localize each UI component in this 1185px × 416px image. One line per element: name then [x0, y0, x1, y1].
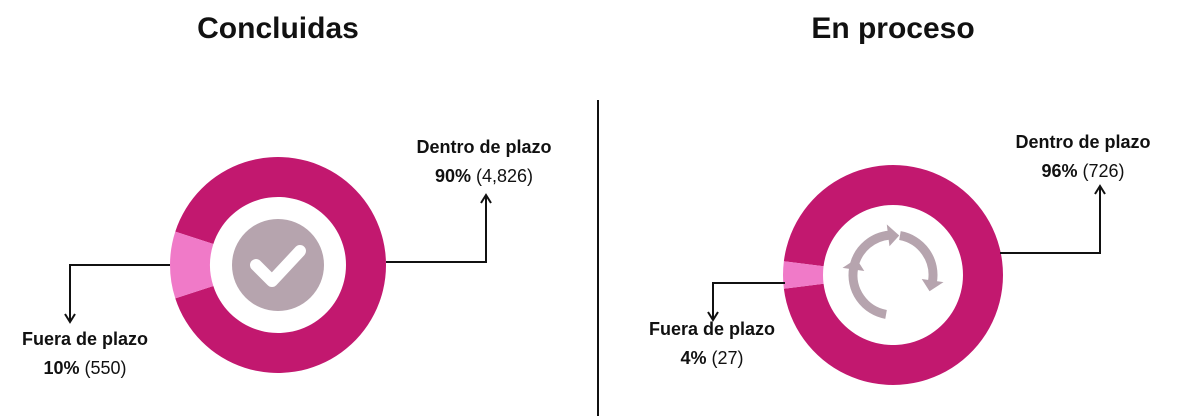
cycle-arrow-head	[842, 258, 865, 271]
arrow-head	[707, 311, 719, 322]
percent-label: 4%	[680, 348, 706, 368]
cycle-arc	[848, 267, 888, 319]
category-label: Fuera de plazo	[22, 329, 148, 349]
check-mark	[250, 245, 306, 287]
donut-segment	[782, 261, 824, 289]
donut-segment	[783, 165, 1003, 386]
count-label: (726)	[1083, 161, 1125, 181]
value-label: 10% (550)	[43, 358, 126, 378]
leader-line	[712, 282, 785, 320]
percent-label: 10%	[43, 358, 79, 378]
check-badge	[232, 219, 324, 311]
cycle-arrow-head	[921, 279, 944, 292]
value-label: 90% (4,826)	[435, 166, 533, 186]
arrow-head	[64, 313, 76, 324]
category-label: Fuera de plazo	[649, 319, 775, 339]
category-label: Dentro de plazo	[1015, 132, 1150, 152]
count-label: (550)	[85, 358, 127, 378]
cycle-arrow-head	[886, 224, 900, 247]
percent-label: 90%	[435, 166, 471, 186]
donut-segment	[169, 231, 214, 299]
count-label: (4,826)	[476, 166, 533, 186]
count-label: (27)	[712, 348, 744, 368]
chart-title: Concluidas	[197, 12, 359, 45]
arrow-head	[480, 193, 492, 204]
value-label: 4% (27)	[680, 348, 743, 368]
cycle-arc	[850, 230, 891, 267]
value-label: 96% (726)	[1041, 161, 1124, 181]
percent-label: 96%	[1041, 161, 1077, 181]
cycle-arc	[898, 231, 938, 283]
donut-segment	[175, 157, 387, 373]
category-label: Dentro de plazo	[416, 137, 551, 157]
leader-line	[69, 264, 170, 322]
arrow-head	[1094, 184, 1106, 195]
leader-line	[386, 195, 487, 263]
leader-line	[1000, 186, 1101, 254]
chart-title: En proceso	[811, 12, 974, 45]
